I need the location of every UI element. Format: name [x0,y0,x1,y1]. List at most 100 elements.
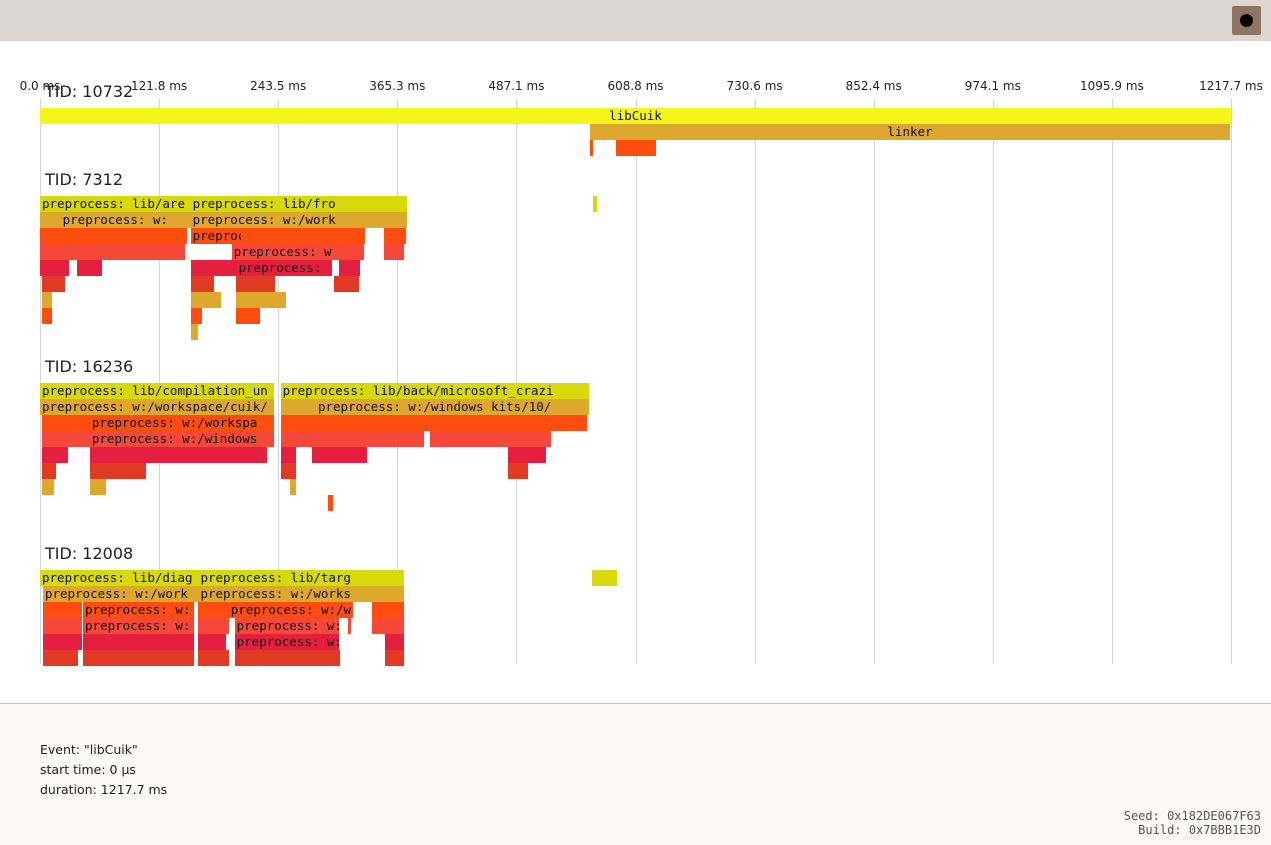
trace-event[interactable] [589,140,593,156]
trace-event[interactable] [40,244,185,260]
toolbar [0,0,1271,41]
trace-event[interactable] [41,415,90,431]
trace-event[interactable] [89,479,106,495]
trace-event[interactable] [40,260,70,276]
trace-event[interactable] [616,140,657,156]
trace-event[interactable] [311,415,587,431]
trace-event[interactable]: preprocess: w:/workspa [89,415,274,431]
trace-event[interactable]: preprocess: w:/workspace/cuik/ [40,399,274,415]
trace-event[interactable]: preprocess: w:/work [190,212,407,228]
trace-event[interactable]: preprocess: w: [83,602,194,618]
thread-label: TID: 10732 [45,82,134,101]
trace-event[interactable] [41,308,52,324]
trace-event[interactable]: preprocess: lib/diag [40,570,199,586]
flame-chart[interactable]: 0.0 ms 121.8 ms 243.5 ms 365.3 ms 487.1 ms 60… [0,41,1271,703]
trace-event[interactable] [235,308,261,324]
trace-event[interactable] [280,431,312,447]
trace-event[interactable] [198,618,229,634]
trace-event[interactable] [280,463,297,479]
grid-line [1231,99,1232,664]
panel-divider[interactable] [0,703,1271,704]
trace-event[interactable]: preprocess: [236,260,333,276]
trace-event[interactable] [430,431,551,447]
tick-label: 1217.7 ms [1199,79,1263,93]
trace-event[interactable] [241,228,365,244]
trace-event[interactable]: preprocess: w:/w [228,602,353,618]
trace-event[interactable] [280,447,297,463]
trace-event[interactable]: preprocess: w:/windows [89,431,274,447]
tick-label: 974.1 ms [964,79,1021,93]
trace-event[interactable] [40,228,187,244]
trace-event[interactable]: preprocess: w [231,244,364,260]
trace-event[interactable] [327,495,334,511]
trace-event[interactable] [371,618,404,634]
trace-event[interactable]: preprocess: w: [234,634,340,650]
trace-event[interactable]: preprocess: w: [40,212,191,228]
trace-event[interactable]: preprocess: lib/back/microsoft_crazi [280,383,589,399]
trace-event[interactable] [280,415,312,431]
trace-event[interactable] [234,650,341,666]
trace-event[interactable] [41,463,56,479]
trace-event[interactable]: preprocess: w: [83,618,194,634]
trace-event[interactable]: preprocess: w:/work [42,586,199,602]
trace-event[interactable] [190,292,221,308]
trace-event[interactable] [198,634,226,650]
trace-event[interactable] [42,650,79,666]
trace-event[interactable]: preprocess: lib/fro [190,196,407,212]
trace-event[interactable]: preprocess: w:/works [198,586,404,602]
trace-event[interactable] [508,447,546,463]
record-button[interactable] [1232,6,1261,35]
trace-event[interactable] [89,463,146,479]
thread-label: TID: 16236 [45,357,134,376]
trace-event[interactable]: preprocess: w: [190,228,242,244]
grid-line [40,99,41,664]
tick-label: 243.5 ms [250,79,307,93]
trace-event[interactable] [41,292,52,308]
trace-event[interactable] [348,618,351,634]
trace-event[interactable] [384,244,404,260]
trace-event[interactable] [83,650,194,666]
trace-event[interactable] [339,260,360,276]
trace-event[interactable] [385,634,404,650]
trace-event[interactable] [311,447,367,463]
trace-event[interactable] [41,447,69,463]
trace-event[interactable]: preprocess: lib/targ [198,570,404,586]
trace-event[interactable]: libCuik [40,108,1231,124]
trace-event[interactable] [190,260,237,276]
trace-event[interactable] [190,324,199,340]
grid-line [278,99,279,664]
trace-event[interactable] [591,570,618,586]
trace-event[interactable] [42,618,83,634]
trace-event[interactable] [371,602,404,618]
trace-event[interactable] [235,292,287,308]
trace-event[interactable] [290,479,297,495]
trace-event[interactable]: linker [589,124,1231,140]
event-name: Event: "libCuik" [40,742,138,757]
trace-event[interactable] [42,634,83,650]
trace-event[interactable] [385,650,404,666]
trace-event[interactable] [41,431,90,447]
trace-event[interactable] [41,479,54,495]
trace-event[interactable] [334,276,359,292]
trace-event[interactable] [311,431,425,447]
trace-event[interactable] [89,447,267,463]
trace-event[interactable] [41,276,66,292]
trace-event[interactable] [508,463,529,479]
trace-event[interactable] [198,650,229,666]
trace-event[interactable] [83,634,194,650]
trace-event[interactable] [190,276,215,292]
trace-event[interactable] [190,308,203,324]
trace-event[interactable]: preprocess: w: [234,618,340,634]
trace-event[interactable] [384,228,406,244]
event-duration: duration: 1217.7 ms [40,782,168,797]
trace-event[interactable]: preprocess: w:/windows kits/10/ [280,399,589,415]
trace-event[interactable] [198,602,229,618]
trace-event[interactable] [42,602,83,618]
trace-event[interactable] [235,276,275,292]
trace-event[interactable] [77,260,102,276]
record-dot-icon [1240,14,1253,27]
trace-event[interactable]: preprocess: lib/compilation_un [40,383,274,399]
trace-event[interactable] [592,196,597,212]
grid-line [159,99,160,664]
trace-event[interactable]: preprocess: lib/are [40,196,191,212]
